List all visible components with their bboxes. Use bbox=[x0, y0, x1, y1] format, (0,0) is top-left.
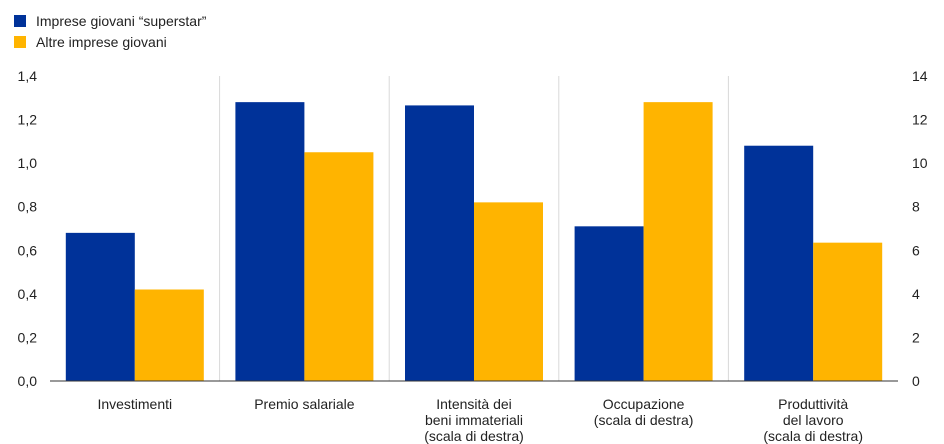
bar-superstar bbox=[235, 102, 305, 382]
y-left-tick-label: 1,2 bbox=[18, 112, 38, 128]
y-left-tick-label: 1,4 bbox=[18, 68, 38, 84]
bar-superstar bbox=[405, 105, 474, 382]
legend-swatch-superstar bbox=[14, 14, 26, 27]
bar-superstar bbox=[574, 226, 644, 381]
y-left-tick-label: 0,4 bbox=[18, 286, 38, 302]
y-left-tick-label: 0,0 bbox=[18, 373, 38, 389]
y-right-tick-label: 0 bbox=[912, 373, 920, 389]
legend-swatch-altre bbox=[14, 35, 26, 48]
y-left-tick-label: 0,2 bbox=[18, 329, 38, 345]
x-tick-label: Intensità dei beni immateriali (scala di d… bbox=[424, 396, 524, 444]
bar-superstar bbox=[744, 145, 814, 381]
x-tick-label: Investimenti bbox=[97, 396, 172, 412]
bar-altre bbox=[304, 152, 374, 381]
bar-altre bbox=[813, 242, 883, 381]
x-tick-label: Produttività del lavoro (scala di destra) bbox=[763, 396, 863, 444]
y-right-tick-label: 6 bbox=[912, 242, 920, 258]
y-right-tick-label: 12 bbox=[912, 112, 928, 128]
legend-item-superstar: Imprese giovani “superstar” bbox=[14, 10, 206, 31]
legend-item-altre: Altre imprese giovani bbox=[14, 31, 206, 52]
y-right-tick-label: 10 bbox=[912, 155, 928, 171]
x-tick-label: Premio salariale bbox=[254, 396, 355, 412]
y-left-tick-label: 1,0 bbox=[18, 155, 38, 171]
bar-altre bbox=[474, 202, 543, 381]
legend-label-superstar: Imprese giovani “superstar” bbox=[36, 12, 207, 29]
y-right-tick-label: 4 bbox=[912, 286, 920, 302]
y-left-tick-label: 0,8 bbox=[18, 199, 38, 215]
bar-altre bbox=[134, 289, 204, 381]
y-right-tick-label: 14 bbox=[912, 68, 928, 84]
bar-superstar bbox=[65, 232, 135, 381]
y-right-tick-label: 8 bbox=[912, 199, 920, 215]
x-tick-label: Occupazione (scala di destra) bbox=[594, 396, 694, 428]
bar-altre bbox=[643, 102, 713, 382]
legend-label-altre: Altre imprese giovani bbox=[36, 33, 167, 50]
legend: Imprese giovani “superstar” Altre impres… bbox=[14, 10, 206, 52]
y-left-tick-label: 0,6 bbox=[18, 242, 38, 258]
y-right-tick-label: 2 bbox=[912, 329, 920, 345]
